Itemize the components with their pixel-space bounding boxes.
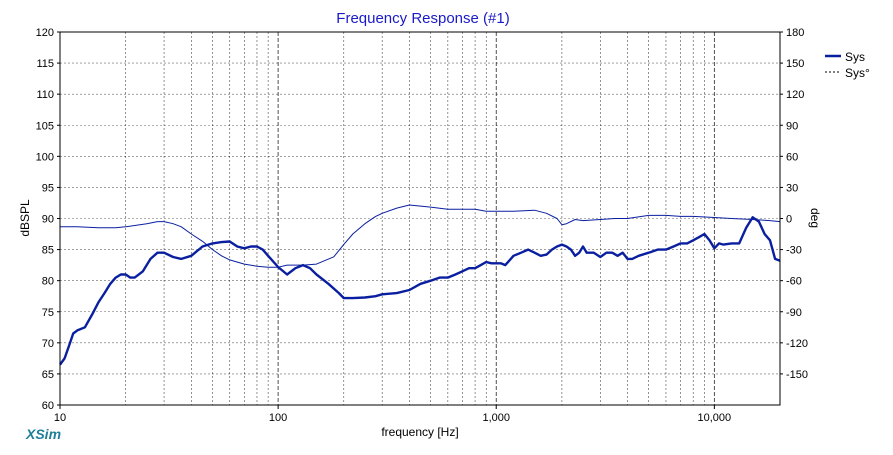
legend-label-sys: Sys [845,50,865,64]
legend: Sys Sys° [825,50,870,80]
y-tick-label: 120 [36,27,54,39]
y-tick-label: 75 [42,307,54,319]
y2-tick-label: 120 [786,89,804,101]
y2-tick-label: -30 [786,245,802,257]
brand-logo-text: XSim [26,426,62,442]
series-line-sys-phase [60,204,781,268]
series-line-sys [59,216,781,366]
x-tick-label: 100 [269,412,287,424]
y-axis-label: dBSPL [18,199,32,237]
y-tick-label: 80 [42,276,54,288]
y2-tick-label: 0 [786,214,792,226]
grid [60,32,780,405]
y-tick-label: 115 [36,58,54,70]
y2-tick-label: -120 [786,338,808,350]
x-tick-label: 1,000 [482,412,510,424]
y-tick-label: 85 [42,245,54,257]
y-tick-label: 65 [42,369,54,381]
y-tick-label: 90 [42,214,54,226]
y2-tick-label: 90 [786,120,798,132]
legend-label-sys-phase: Sys° [845,66,870,80]
y2-tick-label: -90 [786,307,802,319]
y2-tick-label: 150 [786,58,804,70]
y-tick-label: 110 [36,89,54,101]
y2-tick-label: -60 [786,276,802,288]
series-lines [59,204,781,366]
y-tick-label: 60 [42,400,54,412]
y-tick-label: 70 [42,338,54,350]
x-tick-label: 10,000 [698,412,732,424]
y2-tick-label: 60 [786,151,798,163]
y-tick-label: 105 [36,120,54,132]
x-tick-label: 10 [54,412,66,424]
y-tick-label: 100 [36,151,54,163]
tick-labels: 6065707580859095100105110115120-150-120-… [36,27,808,424]
y2-axis-label: deg [808,208,822,228]
y-tick-label: 95 [42,182,54,194]
x-axis-label: frequency [Hz] [381,425,458,439]
chart-title: Frequency Response (#1) [336,10,509,27]
y2-tick-label: 180 [786,27,804,39]
y2-tick-label: 30 [786,182,798,194]
y2-tick-label: -150 [786,369,808,381]
